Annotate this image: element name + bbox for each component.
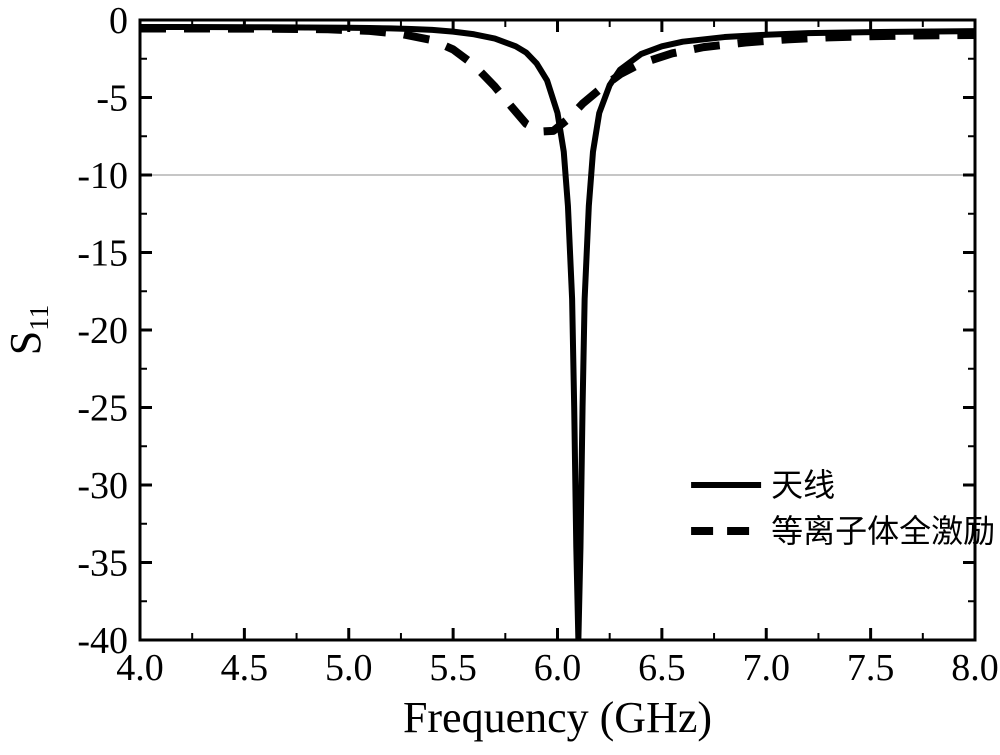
svg-text:8.0: 8.0 [951, 647, 999, 689]
svg-text:5.0: 5.0 [325, 647, 373, 689]
svg-text:-15: -15 [77, 233, 128, 275]
svg-text:-40: -40 [77, 620, 128, 662]
svg-text:-35: -35 [77, 543, 128, 585]
svg-text:-10: -10 [77, 155, 128, 197]
svg-text:6.5: 6.5 [638, 647, 686, 689]
svg-text:-5: -5 [96, 78, 128, 120]
svg-text:4.5: 4.5 [221, 647, 269, 689]
svg-text:-25: -25 [77, 388, 128, 430]
svg-text:-30: -30 [77, 465, 128, 507]
svg-text:5.5: 5.5 [429, 647, 477, 689]
legend-label-solid: 天线 [771, 467, 835, 503]
svg-text:0: 0 [109, 0, 128, 42]
legend-label-dashed: 等离子体全激励 [771, 513, 995, 549]
svg-text:Frequency (GHz): Frequency (GHz) [403, 693, 712, 742]
svg-text:7.0: 7.0 [743, 647, 791, 689]
svg-text:-20: -20 [77, 310, 128, 352]
svg-text:7.5: 7.5 [847, 647, 895, 689]
s11-chart: 4.04.55.05.56.06.57.07.58.00-5-10-15-20-… [0, 0, 1000, 755]
chart-svg: 4.04.55.05.56.06.57.07.58.00-5-10-15-20-… [0, 0, 1000, 755]
svg-text:6.0: 6.0 [534, 647, 582, 689]
